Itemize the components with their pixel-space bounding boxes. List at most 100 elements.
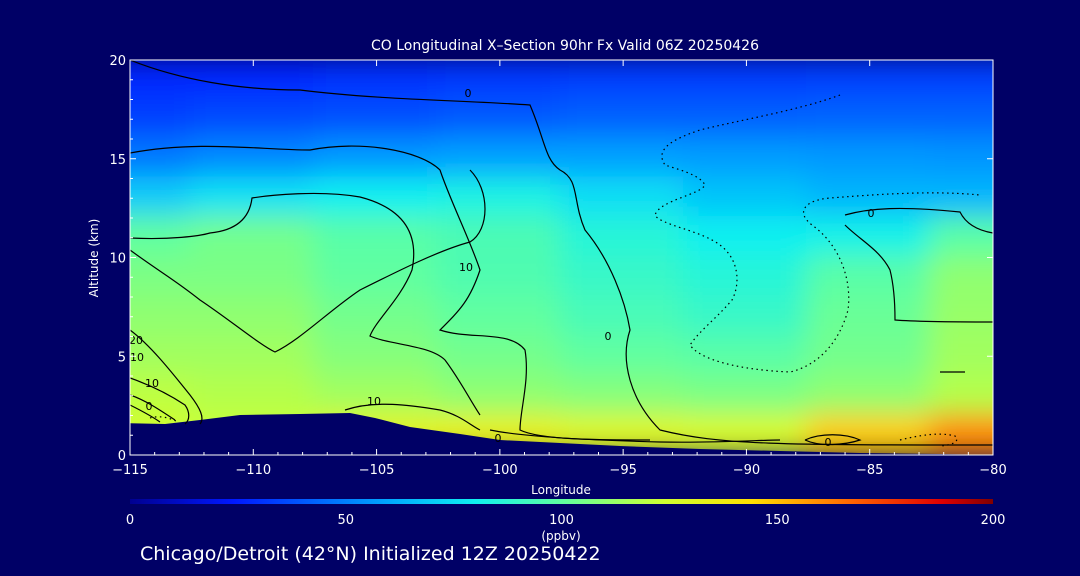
heatmap-cell bbox=[130, 176, 194, 220]
heatmap-cell bbox=[806, 176, 934, 220]
heatmap-cell bbox=[682, 334, 811, 378]
heatmap-cell bbox=[806, 60, 934, 102]
heatmap-cell bbox=[436, 176, 564, 220]
heatmap-cell bbox=[189, 216, 317, 260]
heatmap-cell bbox=[559, 374, 687, 418]
heatmap-cell bbox=[130, 255, 194, 299]
heatmap-cell bbox=[436, 295, 564, 339]
heatmap-cell bbox=[682, 176, 811, 220]
contour-label: 0 bbox=[465, 87, 472, 100]
x-tick-label: −110 bbox=[235, 463, 271, 478]
x-tick-label: −90 bbox=[733, 463, 760, 478]
contour-line bbox=[344, 403, 481, 431]
contour-lines-negative bbox=[149, 94, 981, 447]
x-tick-label: −85 bbox=[856, 463, 883, 478]
y-axis: 0 5 10 15 20 bbox=[109, 54, 993, 464]
heatmap-cell bbox=[189, 255, 317, 299]
heatmap-cell bbox=[806, 137, 934, 181]
heatmap-cell bbox=[682, 97, 811, 141]
contour-line bbox=[130, 60, 993, 446]
contour-label: 10 bbox=[367, 395, 381, 408]
heatmap-cell bbox=[929, 137, 993, 181]
footer-caption: Chicago/Detroit (42°N) Initialized 12Z 2… bbox=[140, 543, 601, 565]
x-tick-label: −95 bbox=[609, 463, 636, 478]
contour-line bbox=[804, 434, 862, 446]
heatmap-cell bbox=[312, 374, 441, 418]
heatmap-cell bbox=[312, 216, 441, 260]
heatmap-cell bbox=[929, 216, 993, 260]
contour-label: 0 bbox=[825, 436, 832, 449]
heatmap-cell bbox=[806, 413, 934, 455]
heatmap-cell bbox=[806, 295, 934, 339]
x-tick-label: −115 bbox=[112, 463, 148, 478]
heatmap-cell bbox=[682, 374, 811, 418]
heatmap-cell bbox=[806, 255, 934, 299]
heatmap-cell bbox=[806, 97, 934, 141]
heatmap-cell bbox=[312, 295, 441, 339]
heatmap-cell bbox=[682, 413, 811, 455]
contour-line bbox=[130, 169, 486, 353]
heatmap-cell bbox=[929, 176, 993, 220]
contour-line bbox=[130, 404, 161, 423]
heatmap-cell bbox=[559, 334, 687, 378]
heatmap-cell bbox=[559, 97, 687, 141]
heatmap-cell bbox=[682, 255, 811, 299]
y-tick-label: 15 bbox=[109, 153, 126, 168]
heatmap-cell bbox=[806, 374, 934, 418]
heatmap-cell bbox=[929, 97, 993, 141]
colorbar-tick-label: 0 bbox=[126, 513, 134, 528]
x-axis-label: Longitude bbox=[531, 483, 591, 497]
heatmap-cell bbox=[806, 334, 934, 378]
contour-line bbox=[130, 145, 651, 441]
heatmap-cell bbox=[130, 295, 194, 339]
contour-line bbox=[130, 394, 176, 421]
heatmap-cell bbox=[559, 60, 687, 102]
colorbar-tick-label: 150 bbox=[765, 513, 790, 528]
contour-label: 20 bbox=[129, 334, 143, 347]
contour-label: 10 bbox=[130, 351, 144, 364]
y-tick-label: 5 bbox=[118, 350, 126, 365]
heatmap-cell bbox=[189, 137, 317, 181]
contour-line bbox=[844, 207, 993, 234]
heatmap-cell bbox=[436, 374, 564, 418]
heatmap-cell bbox=[312, 97, 441, 141]
chart-title: CO Longitudinal X–Section 90hr Fx Valid … bbox=[371, 38, 759, 54]
heatmap-cell bbox=[559, 176, 687, 220]
contour-label: 0 bbox=[146, 400, 153, 413]
heatmap-cell bbox=[312, 255, 441, 299]
colorbar bbox=[130, 499, 993, 504]
heatmap-cell bbox=[682, 295, 811, 339]
contour-label: 10 bbox=[459, 261, 473, 274]
y-tick-label: 0 bbox=[118, 449, 126, 464]
contour-line bbox=[489, 429, 781, 443]
heatmap-cell bbox=[130, 97, 194, 141]
colorbar-tick-label: 50 bbox=[337, 513, 354, 528]
colorbar-tick-label: 100 bbox=[549, 513, 574, 528]
heatmap-cell bbox=[929, 334, 993, 378]
contour-line-dotted bbox=[654, 94, 981, 373]
heatmap-cell bbox=[312, 60, 441, 102]
heatmap-cell bbox=[682, 137, 811, 181]
contour-line bbox=[130, 329, 203, 425]
heatmap-cell bbox=[189, 334, 317, 378]
heatmap-cell bbox=[929, 374, 993, 418]
heatmap-cell bbox=[806, 216, 934, 260]
y-axis-label: Altitude (km) bbox=[87, 219, 101, 298]
x-tick-label: −80 bbox=[979, 463, 1006, 478]
heatmap-cell bbox=[929, 295, 993, 339]
plot-area: 0 10 0 10 0 20 10 0 10 0 0 bbox=[129, 60, 993, 455]
heatmap-cell bbox=[682, 60, 811, 102]
y-tick-label: 10 bbox=[109, 252, 126, 267]
heatmap-cell bbox=[130, 334, 194, 378]
heatmap-cell bbox=[559, 216, 687, 260]
heatmap-cell bbox=[189, 295, 317, 339]
colorbar-unit-label: (ppbv) bbox=[541, 529, 580, 543]
heatmap-cell bbox=[436, 255, 564, 299]
contour-line bbox=[130, 377, 190, 425]
heatmap-cell bbox=[130, 137, 194, 181]
contour-lines bbox=[130, 60, 993, 446]
heatmap-cell bbox=[130, 60, 194, 102]
heatmap-cell bbox=[436, 137, 564, 181]
x-tick-label: −100 bbox=[482, 463, 518, 478]
